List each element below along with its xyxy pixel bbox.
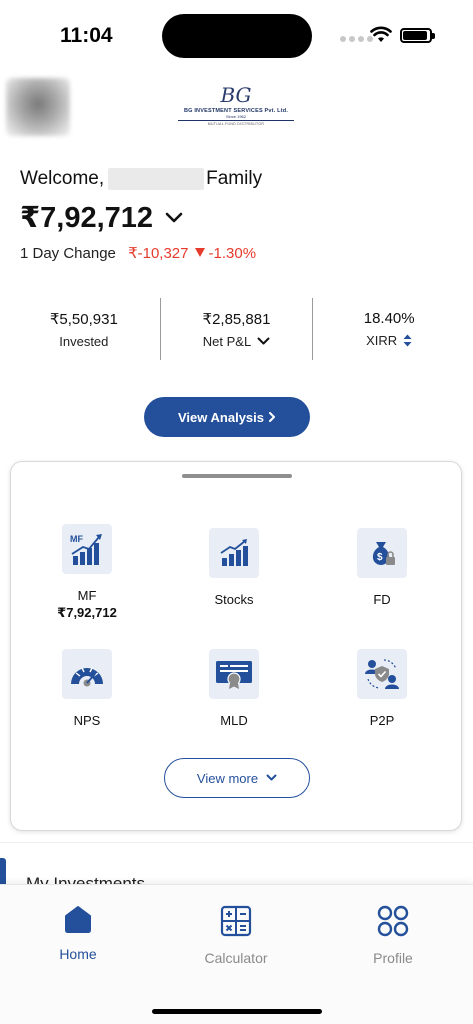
tile-fd[interactable]: $ FD bbox=[312, 528, 452, 607]
stat-label: Invested bbox=[59, 334, 109, 349]
tile-label: Stocks bbox=[214, 592, 254, 607]
profile-grid-icon bbox=[377, 905, 409, 937]
stats-row: ₹5,50,931 Invested ₹2,85,881 Net P&L 18.… bbox=[8, 298, 465, 360]
logo-name: BG INVESTMENT SERVICES Pvt. Ltd. bbox=[183, 108, 289, 114]
stat-label: Net P&L bbox=[202, 334, 252, 349]
logo-since: Since 1962 bbox=[225, 114, 246, 119]
chevron-down-icon bbox=[266, 774, 277, 781]
user-name-redacted bbox=[108, 168, 205, 190]
bottom-nav: Home Calculator Profile bbox=[0, 884, 473, 1024]
sort-icon[interactable] bbox=[403, 334, 412, 347]
down-triangle-icon bbox=[194, 248, 205, 257]
chevron-down-icon[interactable] bbox=[165, 212, 183, 224]
welcome-prefix: Welcome, bbox=[20, 168, 105, 189]
view-more-label: View more bbox=[196, 770, 259, 786]
portfolio-total[interactable]: ₹7,92,712 bbox=[20, 200, 183, 235]
stat-net-pl[interactable]: ₹2,85,881 Net P&L bbox=[159, 298, 313, 360]
drag-handle[interactable] bbox=[182, 474, 292, 478]
nav-calculator[interactable]: Calculator bbox=[176, 905, 296, 966]
stat-invested: ₹5,50,931 Invested bbox=[8, 298, 160, 360]
chevron-right-icon bbox=[269, 412, 275, 422]
portfolio-total-value: ₹7,92,712 bbox=[20, 202, 154, 234]
stat-value: 18.40% bbox=[363, 310, 415, 327]
stat-label: XIRR bbox=[366, 333, 398, 348]
day-change-label: 1 Day Change bbox=[20, 245, 116, 262]
stocks-chart-icon bbox=[209, 528, 259, 578]
stat-value: ₹2,85,881 bbox=[202, 311, 271, 328]
tile-label: MF bbox=[77, 588, 97, 603]
nav-label: Profile bbox=[373, 950, 413, 966]
tile-label: P2P bbox=[369, 713, 395, 728]
tile-mf[interactable]: MF MF ₹7,92,712 bbox=[17, 524, 157, 621]
wifi-icon bbox=[370, 26, 392, 42]
logo-tagline: MUTUAL FUND DISTRIBUTOR bbox=[207, 122, 265, 126]
welcome-text: Welcome, Family bbox=[20, 168, 262, 190]
chevron-down-icon[interactable] bbox=[257, 337, 270, 346]
tile-label: FD bbox=[373, 592, 391, 607]
svg-text:$: $ bbox=[377, 552, 383, 563]
brand-logo: BG BG INVESTMENT SERVICES Pvt. Ltd. Sinc… bbox=[168, 84, 304, 132]
home-icon bbox=[65, 906, 91, 933]
welcome-suffix: Family bbox=[206, 168, 263, 189]
logo-mark: BG bbox=[220, 83, 252, 107]
users-shield-icon bbox=[357, 649, 407, 699]
calculator-icon bbox=[220, 905, 252, 937]
view-analysis-button[interactable]: View Analysis bbox=[144, 397, 310, 437]
gauge-icon bbox=[62, 649, 112, 699]
tile-stocks[interactable]: Stocks bbox=[164, 528, 304, 607]
svg-text:MF: MF bbox=[70, 534, 83, 544]
certificate-icon bbox=[209, 649, 259, 699]
nav-label: Calculator bbox=[204, 950, 268, 966]
tile-label: NPS bbox=[73, 713, 101, 728]
money-bag-lock-icon: $ bbox=[357, 528, 407, 578]
nav-label: Home bbox=[59, 946, 97, 962]
mf-chart-icon: MF bbox=[62, 524, 112, 574]
tile-value: ₹7,92,712 bbox=[57, 605, 117, 620]
status-bar: 11:04 bbox=[0, 0, 473, 70]
nav-profile[interactable]: Profile bbox=[333, 905, 453, 966]
signal-icon bbox=[340, 36, 373, 42]
day-change-pct: -1.30% bbox=[208, 245, 257, 262]
stat-xirr[interactable]: 18.40% XIRR bbox=[312, 298, 465, 360]
home-indicator bbox=[152, 1009, 322, 1014]
view-more-button[interactable]: View more bbox=[164, 758, 310, 798]
tile-label: MLD bbox=[220, 713, 248, 728]
asset-class-card: MF MF ₹7,92,712 Stocks $ bbox=[10, 461, 462, 831]
divider bbox=[0, 842, 473, 843]
tile-nps[interactable]: NPS bbox=[17, 649, 157, 728]
tile-p2p[interactable]: P2P bbox=[312, 649, 452, 728]
status-time: 11:04 bbox=[60, 24, 113, 47]
stat-value: ₹5,50,931 bbox=[49, 311, 118, 328]
nav-home[interactable]: Home bbox=[18, 905, 138, 962]
day-change-value: ₹-10,327 bbox=[128, 245, 189, 262]
section-accent bbox=[0, 858, 6, 888]
dynamic-island bbox=[162, 14, 312, 58]
avatar[interactable] bbox=[6, 78, 70, 136]
tile-mld[interactable]: MLD bbox=[164, 649, 304, 728]
view-analysis-label: View Analysis bbox=[178, 409, 264, 425]
battery-icon bbox=[400, 28, 435, 43]
day-change: 1 Day Change ₹-10,327 -1.30% bbox=[20, 244, 256, 262]
